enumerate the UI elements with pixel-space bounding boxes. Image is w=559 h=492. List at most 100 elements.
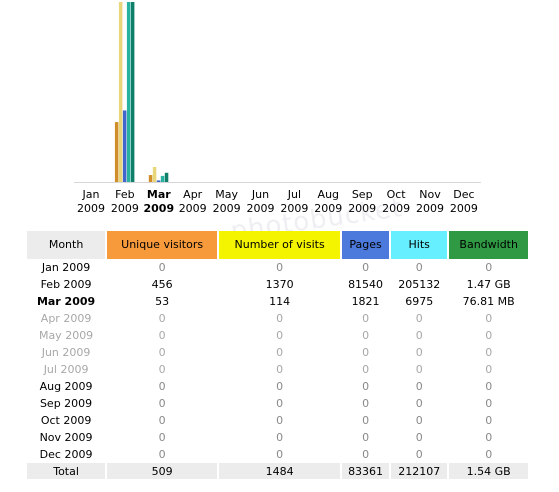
- visits-cell: 0: [276, 363, 284, 376]
- unique-cell: 53: [155, 295, 170, 308]
- unique-cell: 456: [151, 278, 173, 291]
- x-tick-label: Apr 2009: [179, 188, 207, 215]
- bandwidth-cell: 0: [485, 312, 493, 325]
- hits-cell: 0: [415, 329, 423, 342]
- monthly-stats-table: Month Unique visitors Number of visits P…: [25, 231, 530, 479]
- bandwidth-cell: 0: [485, 261, 493, 274]
- bar-visits-feb-2009: [118, 2, 123, 182]
- total-bandwidth-cell: 1.54 GB: [449, 463, 528, 479]
- unique-cell: 0: [158, 312, 166, 325]
- x-tick-label: Feb 2009: [111, 188, 139, 215]
- header-unique-visitors: Unique visitors: [107, 231, 218, 259]
- bandwidth-cell: 0: [485, 380, 493, 393]
- x-tick-label: Mar 2009: [143, 188, 174, 215]
- bar-pages-mar-2009: [156, 180, 161, 182]
- bandwidth-cell: 0: [485, 346, 493, 359]
- hits-cell: 205132: [398, 278, 441, 291]
- bar-bandwidth-feb-2009: [130, 2, 135, 182]
- x-tick-label: Jun 2009: [247, 188, 275, 215]
- header-bandwidth: Bandwidth: [449, 231, 528, 259]
- unique-cell: 0: [158, 346, 166, 359]
- unique-cell: 0: [158, 397, 166, 410]
- visits-cell: 0: [276, 312, 284, 325]
- visits-cell: 0: [276, 448, 284, 461]
- month-cell: May 2009: [38, 329, 94, 342]
- x-tick-label: Aug 2009: [314, 188, 342, 215]
- pages-cell: 0: [362, 414, 370, 427]
- unique-cell: 0: [158, 363, 166, 376]
- bar-unique-feb-2009: [114, 122, 119, 182]
- header-number-of-visits: Number of visits: [219, 231, 341, 259]
- pages-cell: 0: [362, 346, 370, 359]
- hits-cell: 0: [415, 414, 423, 427]
- month-cell: Jun 2009: [41, 346, 91, 359]
- hits-cell: 0: [415, 261, 423, 274]
- table-row: Jul 2009 0 0 0 0 0: [27, 361, 528, 378]
- bandwidth-cell: 76.81 MB: [462, 295, 515, 308]
- hits-cell: 0: [415, 346, 423, 359]
- pages-cell: 0: [362, 431, 370, 444]
- pages-cell: 0: [362, 363, 370, 376]
- month-cell: Dec 2009: [39, 448, 93, 461]
- visits-cell: 0: [276, 431, 284, 444]
- table-row: Oct 2009 0 0 0 0 0: [27, 412, 528, 429]
- bandwidth-cell: 0: [485, 329, 493, 342]
- table-row: Feb 2009 456 1370 81540 205132 1.47 GB: [27, 276, 528, 293]
- bar-hits-mar-2009: [160, 175, 165, 182]
- table-row: Nov 2009 0 0 0 0 0: [27, 429, 528, 446]
- bar-pages-feb-2009: [122, 110, 127, 182]
- month-cell: Apr 2009: [40, 312, 92, 325]
- unique-cell: 0: [158, 261, 166, 274]
- bandwidth-cell: 0: [485, 431, 493, 444]
- visits-cell: 0: [276, 261, 284, 274]
- total-label-cell: Total: [27, 463, 106, 479]
- x-tick-label: May 2009: [213, 188, 241, 215]
- hits-cell: 0: [415, 312, 423, 325]
- bandwidth-cell: 0: [485, 414, 493, 427]
- visits-cell: 114: [269, 295, 291, 308]
- table-row: Sep 2009 0 0 0 0 0: [27, 395, 528, 412]
- total-pages-cell: 83361: [342, 463, 390, 479]
- bandwidth-cell: 0: [485, 363, 493, 376]
- bandwidth-cell: 0: [485, 448, 493, 461]
- pages-cell: 0: [362, 397, 370, 410]
- month-cell: Jul 2009: [43, 363, 89, 376]
- visits-cell: 1370: [265, 278, 294, 291]
- x-tick-label: Jan 2009: [77, 188, 105, 215]
- x-tick-label: Dec 2009: [450, 188, 478, 215]
- pages-cell: 1821: [351, 295, 380, 308]
- month-cell: Jan 2009: [41, 261, 91, 274]
- bar-bandwidth-mar-2009: [164, 172, 169, 182]
- month-cell: Mar 2009: [36, 295, 96, 308]
- header-month: Month: [27, 231, 106, 259]
- total-visits-cell: 1484: [219, 463, 341, 479]
- pages-cell: 81540: [348, 278, 384, 291]
- bar-hits-feb-2009: [126, 2, 131, 182]
- hits-cell: 0: [415, 431, 423, 444]
- bandwidth-cell: 1.47 GB: [466, 278, 511, 291]
- x-tick-label: Nov 2009: [416, 188, 444, 215]
- month-cell: Feb 2009: [40, 278, 92, 291]
- table-header-row: Month Unique visitors Number of visits P…: [27, 231, 528, 259]
- hits-cell: 0: [415, 363, 423, 376]
- bandwidth-cell: 0: [485, 397, 493, 410]
- table-row: Mar 2009 53 114 1821 6975 76.81 MB: [27, 293, 528, 310]
- month-cell: Nov 2009: [39, 431, 93, 444]
- pages-cell: 0: [362, 261, 370, 274]
- x-tick-label: Sep 2009: [348, 188, 376, 215]
- month-cell: Aug 2009: [39, 380, 93, 393]
- pages-cell: 0: [362, 448, 370, 461]
- pages-cell: 0: [362, 380, 370, 393]
- header-hits: Hits: [391, 231, 448, 259]
- unique-cell: 0: [158, 431, 166, 444]
- table-row: Aug 2009 0 0 0 0 0: [27, 378, 528, 395]
- pages-cell: 0: [362, 312, 370, 325]
- month-cell: Sep 2009: [39, 397, 93, 410]
- unique-cell: 0: [158, 448, 166, 461]
- table-row: Apr 2009 0 0 0 0 0: [27, 310, 528, 327]
- visits-cell: 0: [276, 329, 284, 342]
- table-row: Dec 2009 0 0 0 0 0: [27, 446, 528, 463]
- table-row: Jan 2009 0 0 0 0 0: [27, 259, 528, 276]
- bar-visits-mar-2009: [152, 167, 157, 182]
